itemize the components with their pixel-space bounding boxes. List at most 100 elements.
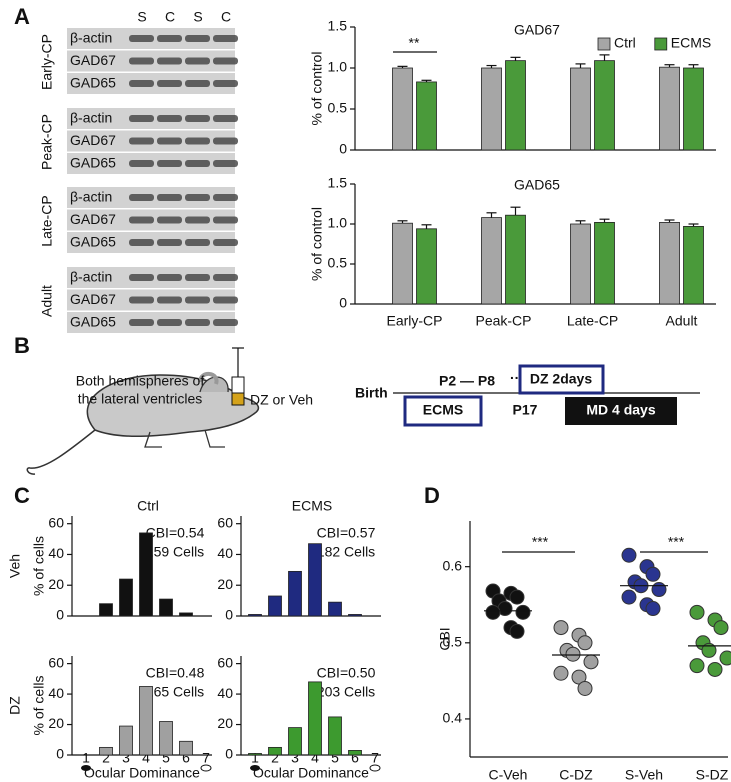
blot-band <box>157 296 182 304</box>
lane-label: C <box>221 9 231 25</box>
blot-band <box>157 80 182 87</box>
blot-band <box>129 194 154 201</box>
y-tick-label: 0 <box>56 746 64 762</box>
bar <box>659 221 680 305</box>
bar <box>348 750 362 756</box>
bar <box>139 532 153 617</box>
blot-band <box>157 319 182 326</box>
bar <box>179 740 193 756</box>
bar <box>570 223 591 305</box>
data-point <box>577 635 593 651</box>
od-marker <box>250 765 260 771</box>
bar <box>248 753 262 756</box>
blot-band <box>129 239 154 246</box>
y-tick-label: 60 <box>48 514 64 530</box>
data-point <box>689 604 705 620</box>
panel-label: D <box>424 483 440 508</box>
panel-label: B <box>14 333 30 358</box>
blot-band <box>157 239 182 246</box>
blot-band <box>185 239 210 246</box>
blot-band <box>129 57 154 65</box>
data-point <box>509 589 525 605</box>
data-point <box>719 650 731 666</box>
y-tick-label: 1.5 <box>328 175 348 191</box>
blot-band <box>185 319 210 326</box>
x-tick-label: C-DZ <box>559 767 593 782</box>
x-tick-label: 4 <box>142 750 150 766</box>
blot-band <box>185 216 210 224</box>
band-label: β-actin <box>70 269 112 285</box>
x-tick-label: Late-CP <box>567 313 618 329</box>
chart-title: Ctrl <box>137 498 159 514</box>
bar <box>683 225 704 305</box>
annotation: 182 Cells <box>317 544 375 560</box>
x-tick-label: 4 <box>311 750 319 766</box>
y-tick-label: 20 <box>217 576 233 592</box>
annotation: CBI=0.48 <box>146 665 205 681</box>
blot-band <box>129 274 154 281</box>
blot-band <box>185 80 210 87</box>
bar <box>392 67 413 151</box>
blot-band <box>213 35 238 42</box>
lane-label: S <box>137 9 146 25</box>
blot-band <box>213 194 238 201</box>
bar <box>594 221 615 305</box>
md-box <box>565 397 677 425</box>
mouse-illustration <box>26 347 260 475</box>
y-tick-label: 60 <box>217 514 233 530</box>
x-tick-label: S-DZ <box>696 767 729 782</box>
band-label: β-actin <box>70 110 112 126</box>
y-tick-label: 40 <box>48 545 64 561</box>
x-tick-label: Adult <box>666 313 698 329</box>
y-tick-label: 40 <box>217 685 233 701</box>
blot-band <box>185 296 210 304</box>
bar <box>683 67 704 151</box>
bar <box>505 60 526 151</box>
x-tick-label: 3 <box>291 750 299 766</box>
x-tick-label: S-Veh <box>625 767 663 782</box>
x-tick-label: 5 <box>162 750 170 766</box>
bar <box>594 60 615 151</box>
y-axis-label: % of control <box>309 207 325 281</box>
bar <box>416 81 437 151</box>
y-axis-label: CBI <box>437 627 453 650</box>
x-tick-label: 7 <box>371 750 379 766</box>
band-label: GAD67 <box>70 132 116 148</box>
blot-band <box>213 274 238 281</box>
bar <box>348 614 362 617</box>
y-tick-label: 20 <box>217 715 233 731</box>
data-point <box>583 654 599 670</box>
band-label: GAD67 <box>70 291 116 307</box>
y-tick-label: 0.5 <box>443 634 463 650</box>
y-tick-label: 60 <box>217 654 233 670</box>
od-marker <box>369 764 381 772</box>
stage-label: Early-CP <box>39 34 55 90</box>
data-point <box>707 661 723 677</box>
annotation: CBI=0.57 <box>317 525 376 541</box>
bar <box>179 612 193 617</box>
y-tick-label: 0.5 <box>328 100 348 116</box>
bar <box>288 570 302 617</box>
row-label: Veh <box>7 554 23 578</box>
bar <box>119 725 133 756</box>
stage-label: Adult <box>39 285 55 317</box>
data-point <box>485 604 501 620</box>
y-tick-label: 20 <box>48 576 64 592</box>
box-label: DZ 2days <box>530 371 592 387</box>
y-tick-label: 0 <box>225 607 233 623</box>
blot-band <box>129 296 154 304</box>
bar <box>328 601 342 617</box>
band-label: β-actin <box>70 189 112 205</box>
dz-box <box>518 364 605 395</box>
x-tick-label: 2 <box>271 750 279 766</box>
bar <box>505 214 526 305</box>
y-axis-label: % of control <box>309 52 325 126</box>
blot-band <box>185 194 210 201</box>
blot-band <box>157 194 182 201</box>
blot-band <box>213 137 238 145</box>
y-axis-label: % of cells <box>31 676 47 736</box>
bar <box>659 66 680 151</box>
annotation: CBI=0.54 <box>146 525 205 541</box>
data-point <box>645 566 661 582</box>
